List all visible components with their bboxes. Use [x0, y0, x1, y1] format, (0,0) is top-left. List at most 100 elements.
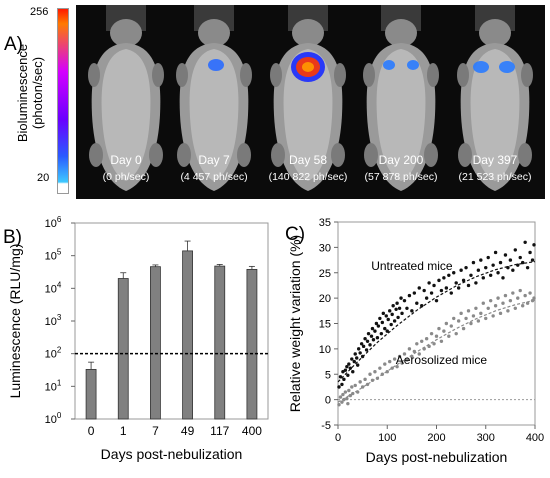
bioluminescence-signal	[473, 61, 489, 73]
mouse-right-forelimb	[152, 63, 164, 87]
untreated-point	[518, 255, 522, 260]
untreated-point	[452, 271, 456, 275]
untreated-point	[347, 362, 351, 366]
mouse-day-label: Day 58	[288, 153, 328, 167]
untreated-point	[476, 268, 481, 272]
x-tick-label: 49	[181, 424, 195, 438]
untreated-point	[345, 364, 349, 369]
untreated-point	[399, 296, 403, 300]
mouse-flux-label: (57 878 ph/sec)	[364, 171, 438, 183]
mouse-flux-label: (140 822 ph/sec)	[268, 171, 348, 183]
x-tick-label: 0	[88, 424, 95, 438]
untreated-point	[415, 301, 419, 305]
untreated-point	[352, 359, 356, 364]
untreated-point	[371, 338, 376, 342]
untreated-point	[390, 312, 394, 317]
untreated-point	[355, 356, 359, 360]
untreated-point	[511, 268, 515, 272]
untreated-point	[471, 260, 476, 265]
aerosolized-point	[508, 298, 513, 303]
untreated-point	[442, 276, 446, 280]
untreated-point	[388, 309, 392, 313]
untreated-point	[417, 286, 421, 290]
mouse-head	[385, 19, 417, 47]
mouse-head	[110, 19, 142, 47]
aerosolized-point	[513, 306, 517, 310]
untreated-point	[400, 311, 404, 316]
untreated-point	[391, 304, 395, 308]
untreated-point	[384, 314, 388, 318]
mouse-left-hindlimb	[177, 143, 191, 167]
mouse-right-hindlimb	[237, 143, 251, 167]
bar	[117, 278, 129, 420]
untreated-point	[365, 339, 370, 343]
aerosolized-point	[429, 331, 434, 336]
colorbar	[57, 8, 69, 194]
aerosolized-point	[439, 339, 444, 343]
untreated-point	[385, 329, 389, 333]
plot-frame	[337, 221, 536, 426]
y-tick-label: 20	[319, 293, 331, 305]
mouse-image: Day 58 (140 822 ph/sec)	[258, 5, 358, 199]
y-tick-label: 101	[45, 378, 62, 393]
mouse-right-hindlimb	[424, 143, 438, 167]
untreated-point	[340, 382, 344, 387]
aerosolized-point	[407, 347, 412, 351]
mouse-head	[198, 19, 230, 47]
mouse-flux-label: (21 523 ph/sec)	[458, 171, 532, 183]
untreated-point	[481, 276, 485, 280]
y-tick-label: 0	[325, 395, 331, 407]
aerosolized-point	[498, 311, 503, 316]
untreated-point	[380, 320, 385, 325]
aerosolized-point	[461, 326, 466, 331]
mouse-right-hindlimb	[331, 143, 345, 167]
mouse-body-highlight	[376, 49, 426, 181]
untreated-point	[434, 298, 439, 303]
mouse-image: Day 0 (0 ph/sec)	[76, 5, 176, 199]
y-tick-label: 100	[45, 411, 62, 426]
aerosolized-point	[454, 331, 458, 336]
aerosolized-point	[417, 352, 421, 356]
aerosolized-point	[437, 326, 441, 331]
mouse-left-hindlimb	[458, 143, 472, 167]
mouse-left-forelimb	[270, 63, 282, 87]
mouse-silhouette	[457, 5, 533, 191]
aerosolized-point	[392, 357, 397, 361]
y-tick-label: 35	[319, 217, 331, 229]
mouse-left-hindlimb	[271, 143, 285, 167]
mouse-head	[292, 19, 324, 47]
untreated-point	[361, 344, 366, 349]
aerosolized-point	[395, 364, 399, 369]
colorbar-max-label: 256	[30, 6, 49, 18]
aerosolized-point	[363, 377, 367, 382]
untreated-point	[488, 273, 493, 277]
untreated-point	[343, 368, 348, 372]
aerosolized-point	[501, 301, 505, 305]
y-tick-label: 106	[45, 215, 62, 230]
y-tick-label: 10	[319, 344, 331, 356]
mouse-flux-label: (4 457 ph/sec)	[180, 171, 248, 183]
y-tick-label: 104	[45, 280, 62, 295]
untreated-point	[466, 283, 471, 288]
aerosolized-point	[518, 288, 522, 293]
untreated-point	[525, 265, 530, 270]
x-axis-label: Days post-nebulization	[366, 449, 508, 465]
plot-frame	[74, 222, 269, 420]
panel-c-label: C)	[285, 224, 305, 245]
untreated-point	[501, 276, 505, 280]
mouse-day-label: Day 7	[198, 153, 230, 167]
aerosolized-point	[456, 319, 461, 323]
aerosolized-point	[347, 388, 351, 393]
aerosolized-point	[346, 401, 350, 406]
untreated-point	[523, 240, 527, 244]
untreated-point	[402, 298, 407, 303]
aerosolized-point	[493, 304, 498, 308]
aerosolized-point	[341, 392, 345, 397]
aerosolized-point	[350, 385, 354, 389]
aerosolized-point	[479, 311, 483, 316]
untreated-point	[369, 334, 374, 338]
x-tick-label: 7	[152, 424, 159, 438]
aerosolized-trend-line	[337, 299, 536, 403]
bar	[85, 368, 97, 420]
untreated-point	[459, 268, 463, 272]
